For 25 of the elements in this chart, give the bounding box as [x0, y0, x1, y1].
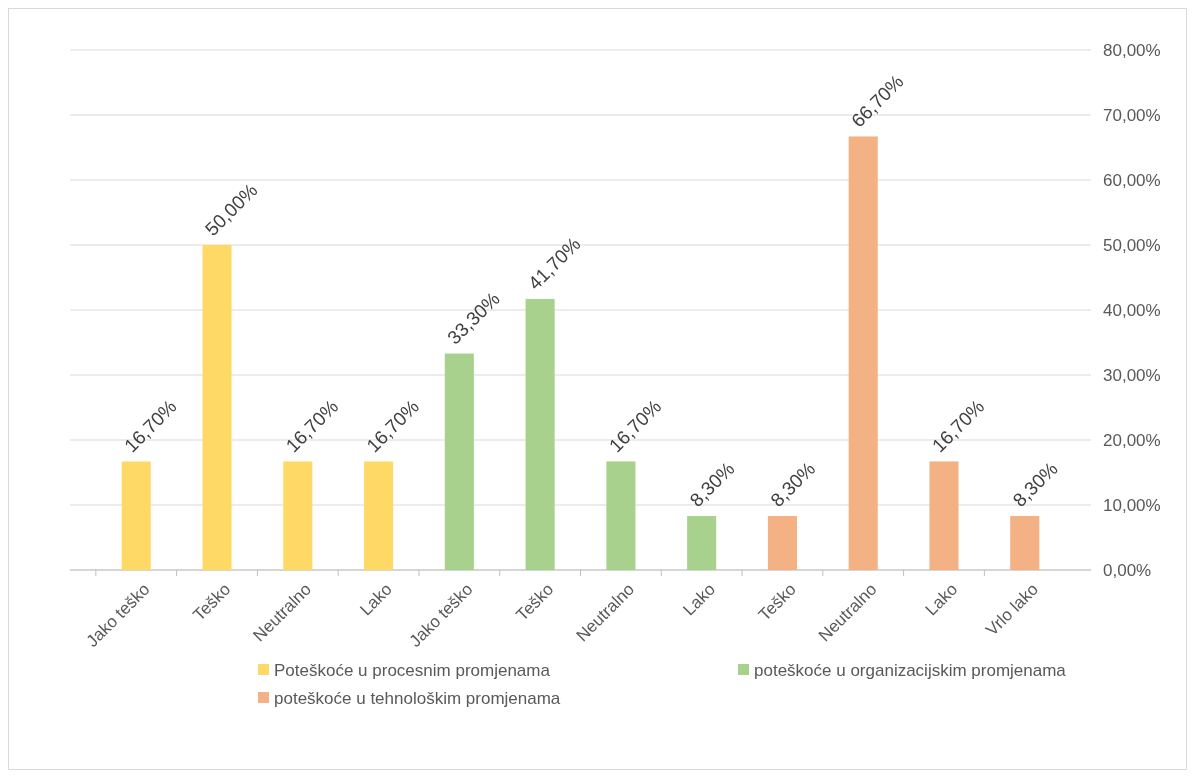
bar [444, 353, 474, 570]
bar [606, 461, 636, 570]
bar [929, 461, 959, 570]
bar [283, 461, 313, 570]
bar [525, 298, 555, 570]
bar [848, 136, 878, 570]
y-tick-label: 80,00% [1103, 40, 1161, 60]
legend-label: poteškoće u tehnološkim promjenama [274, 688, 561, 708]
bar [121, 461, 151, 570]
legend-label: poteškoće u organizacijskim promjenama [754, 660, 1067, 680]
bar [767, 516, 797, 570]
y-tick-label: 40,00% [1103, 300, 1161, 320]
y-tick-label: 70,00% [1103, 105, 1161, 125]
bar [202, 245, 232, 570]
bar [364, 461, 394, 570]
y-tick-label: 50,00% [1103, 235, 1161, 255]
y-tick-label: 30,00% [1103, 365, 1161, 385]
x-tick-label: Vrlo lako [982, 579, 1043, 640]
y-tick-label: 0,00% [1103, 560, 1152, 580]
y-tick-label: 20,00% [1103, 430, 1161, 450]
bar [687, 516, 717, 570]
legend-label: Poteškoće u procesnim promjenama [274, 660, 551, 680]
y-tick-label: 10,00% [1103, 495, 1161, 515]
bar [1010, 516, 1040, 570]
y-tick-label: 60,00% [1103, 170, 1161, 190]
